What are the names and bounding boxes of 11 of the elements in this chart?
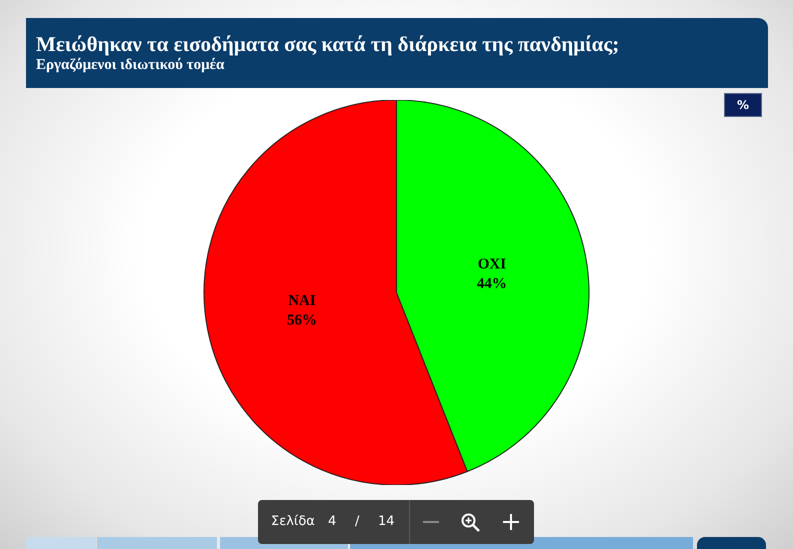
text: / — [355, 514, 360, 530]
data-label: 44% — [476, 276, 507, 292]
chart-title: Μειώθηκαν τα εισοδήματα σας κατά τη διάρκεια της πανδημίας; — [36, 32, 620, 56]
text: Σελίδα — [271, 514, 315, 530]
chart-subtitle: Εργαζόμενοι ιδιωτικού τομέα — [36, 56, 224, 74]
text: 4 — [328, 514, 336, 530]
text: 14 — [378, 514, 395, 530]
slice-label: NAI — [288, 292, 316, 309]
data-label: 56% — [286, 312, 317, 328]
text: % — [724, 93, 762, 117]
slice-label: OXI — [478, 256, 506, 273]
